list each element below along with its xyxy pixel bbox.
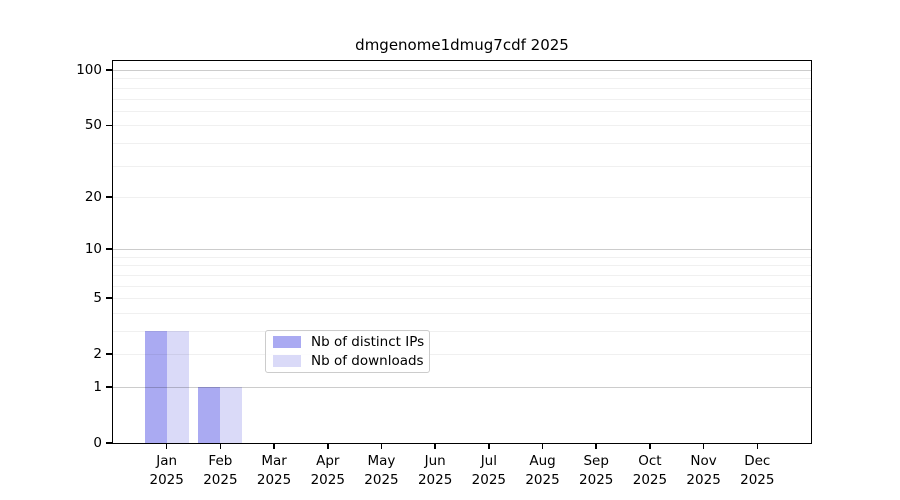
y-tick [106, 297, 112, 299]
gridline-minor [113, 298, 811, 300]
gridline-minor [113, 274, 811, 276]
y-tick-label: 2 [93, 346, 102, 363]
x-tick [756, 443, 759, 449]
x-tick-label: Nov 2025 [686, 453, 721, 488]
gridline-minor [113, 165, 811, 167]
x-tick [649, 443, 651, 449]
gridline-major [113, 386, 811, 388]
gridline-minor [113, 125, 811, 127]
x-tick-label: May 2025 [364, 453, 399, 488]
y-tick-label: 0 [93, 435, 102, 451]
gridline-minor [113, 265, 811, 267]
x-tick-label: Apr 2025 [310, 453, 345, 488]
legend: Nb of distinct IPs Nb of downloads [265, 330, 430, 373]
x-tick-label: Jun 2025 [417, 453, 453, 488]
legend-swatch-downloads-icon [273, 355, 301, 367]
y-tick-label: 1 [93, 378, 102, 395]
y-tick [106, 386, 112, 388]
x-tick-label: Jul 2025 [471, 453, 507, 488]
gridline-minor [113, 87, 811, 89]
plot-area [113, 61, 811, 443]
bar-feb-distinct-ips [198, 387, 221, 443]
gridline-minor [113, 330, 811, 332]
gridline-major [113, 249, 811, 251]
x-tick [434, 443, 436, 449]
y-tick [106, 124, 112, 127]
legend-entry-distinct-ips: Nb of distinct IPs [273, 334, 429, 350]
bar-feb-downloads [220, 387, 243, 443]
y-tick-label: 5 [93, 290, 102, 307]
gridline-minor [113, 142, 811, 144]
legend-label-downloads: Nb of downloads [311, 353, 424, 369]
chart-title: dmgenome1dmug7cdf 2025 [355, 36, 569, 54]
y-tick-label: 20 [84, 188, 102, 205]
y-tick [106, 353, 112, 355]
gridline-minor [113, 78, 811, 80]
x-tick [165, 443, 168, 449]
x-tick-label: Aug 2025 [525, 453, 560, 488]
y-tick-label: 100 [76, 62, 102, 79]
bar-jan-downloads [166, 330, 189, 443]
x-tick [595, 443, 597, 449]
legend-entry-downloads: Nb of downloads [273, 353, 429, 369]
x-tick [702, 443, 705, 449]
x-tick-label: Feb 2025 [203, 453, 238, 488]
gridline-minor [113, 196, 811, 198]
x-tick-label: Sep 2025 [579, 453, 614, 488]
gridline-minor [113, 285, 811, 287]
y-tick [106, 196, 112, 198]
gridline-minor [113, 312, 811, 314]
bar-jan-distinct-ips [144, 330, 167, 443]
gridline-minor [113, 98, 811, 100]
x-tick-label: Dec 2025 [740, 453, 775, 488]
x-tick [380, 443, 383, 449]
y-tick [106, 69, 112, 71]
legend-swatch-distinct-ips-icon [273, 336, 301, 348]
x-tick-label: Jan 2025 [149, 453, 184, 488]
y-tick-label: 50 [84, 117, 102, 134]
gridline-minor [113, 256, 811, 258]
y-tick-label: 10 [84, 241, 102, 258]
gridline-minor [113, 110, 811, 112]
x-tick [273, 443, 275, 449]
legend-label-distinct-ips: Nb of distinct IPs [311, 334, 425, 350]
gridline-major [113, 70, 811, 72]
gridline-minor [113, 354, 811, 356]
x-tick [327, 443, 329, 449]
y-tick [106, 442, 112, 444]
x-tick [488, 443, 490, 449]
x-tick-label: Mar 2025 [256, 453, 292, 488]
x-tick [219, 443, 222, 449]
y-tick [106, 248, 112, 250]
x-tick-label: Oct 2025 [632, 453, 668, 488]
x-tick [541, 443, 544, 449]
